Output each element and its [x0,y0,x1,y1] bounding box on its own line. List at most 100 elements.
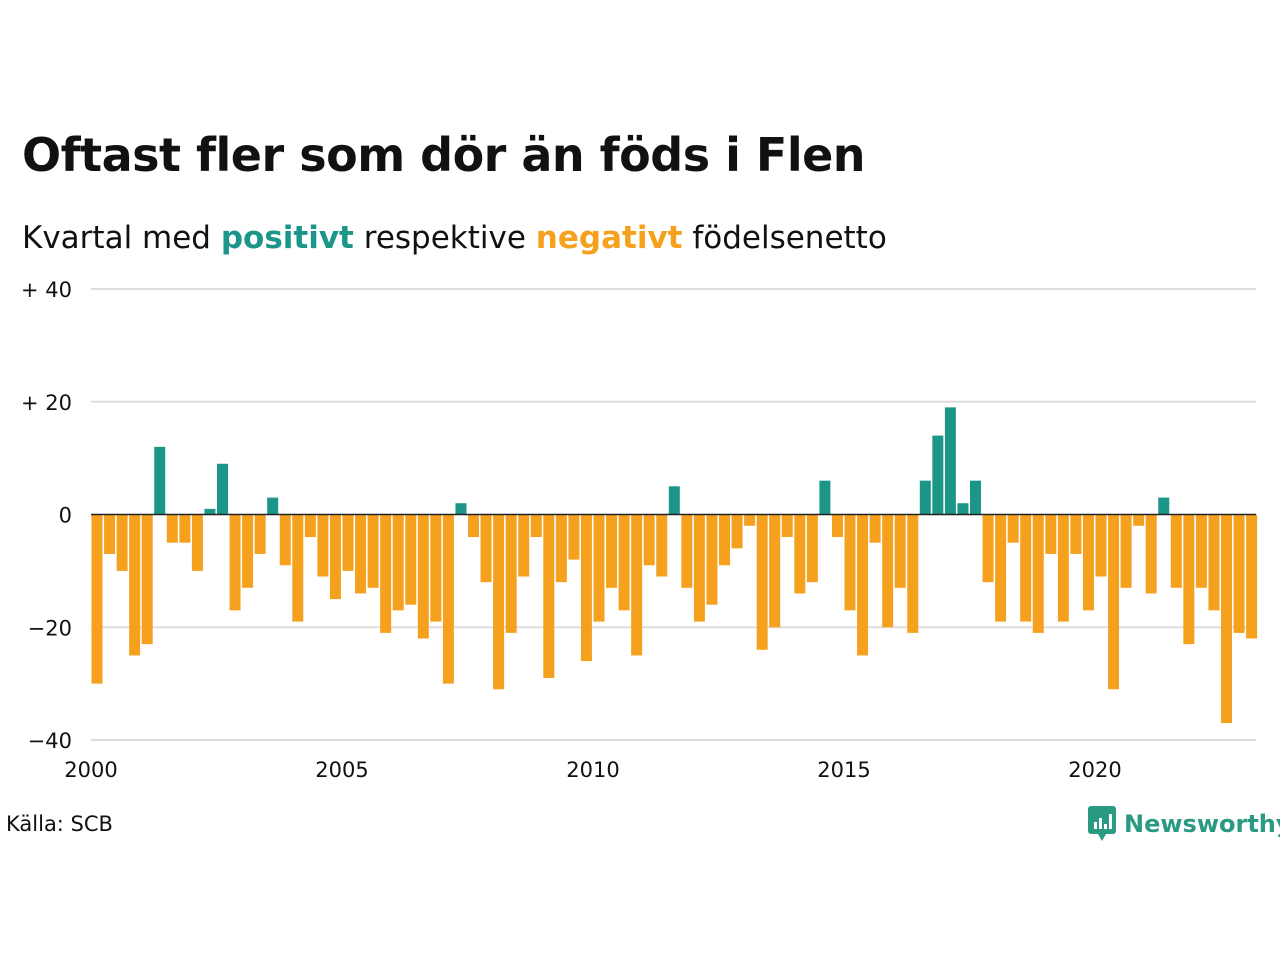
bar-positive [217,463,228,515]
bar-negative [1221,514,1232,724]
bar-negative [141,514,153,645]
bar-negative [1095,514,1107,577]
bar-negative [392,514,404,611]
bar-negative [756,514,768,650]
subtitle-negative-word: negativt [535,220,683,256]
bar-positive [919,480,931,515]
bar-negative [166,514,178,543]
x-tick-label: 2000 [64,758,117,782]
bar-positive [819,480,831,515]
bar-negative [555,514,567,583]
bar-negative [894,514,906,588]
bar-negative [254,514,266,554]
bar-negative [518,514,530,577]
bar-negative [442,514,454,684]
bar-negative [1233,514,1245,633]
bar-positive [267,497,279,515]
bar-negative [543,514,555,678]
bar-negative [1020,514,1032,622]
source-label: Källa: SCB [6,812,113,836]
bar-negative [1045,514,1057,554]
x-tick-label: 2020 [1068,758,1121,782]
bar-negative [593,514,605,622]
bar-negative [505,514,517,633]
bar-negative [342,514,354,571]
bar-negative [844,514,856,611]
bar-negative [769,514,781,628]
bar-negative [806,514,818,583]
bar-negative [468,514,479,538]
bar-negative [693,514,705,622]
bar-negative [1208,514,1220,611]
bar-negative [380,514,392,633]
bar-negative [1057,514,1069,622]
x-tick-label: 2005 [315,758,368,782]
bar-negative [1108,514,1120,690]
bar-negative [656,514,668,577]
bar-negative [631,514,643,656]
bar-negative [1183,514,1195,645]
bar-positive [1158,497,1170,515]
bar-positive [932,435,944,515]
bar-negative [882,514,894,628]
bar-negative [857,514,869,656]
subtitle-prefix: Kvartal med [22,220,211,256]
bar-negative [493,514,505,690]
bar-negative [417,514,429,639]
brand-name: Newsworthy [1124,810,1280,838]
bar-negative [116,514,128,571]
bar-negative [405,514,417,605]
bar-negative [606,514,618,588]
bar-positive [455,503,467,515]
bar-negative [869,514,881,543]
bar-negative [191,514,203,571]
bar-negative [781,514,793,538]
y-tick-label: 0 [59,504,72,528]
bar-negative [530,514,542,538]
bar-negative [731,514,743,549]
bar-negative [129,514,141,656]
bar-positive [668,486,680,515]
bar-negative [242,514,254,588]
bar-negative [681,514,693,588]
chart-subtitle: Kvartal med positivt respektive negativt… [22,220,887,256]
bar-negative [104,514,116,554]
x-tick-label: 2010 [566,758,619,782]
bar-negative [317,514,329,577]
bar-negative [1007,514,1019,543]
bar-negative [995,514,1007,622]
bar-negative [794,514,806,594]
bar-negative [292,514,304,622]
bar-negative [304,514,316,538]
bar-negative [430,514,442,622]
bar-negative [329,514,341,600]
y-tick-label: −20 [28,616,72,640]
bar-negative [1246,514,1258,639]
bar-positive [970,480,981,515]
bar-negative [907,514,919,633]
bar-positive [957,503,969,515]
bar-negative [1120,514,1132,588]
bar-negative [91,514,103,684]
bar-negative [568,514,580,560]
x-tick-label: 2015 [817,758,870,782]
bar-negative [719,514,730,566]
brand-logo: Newsworthy [1088,804,1280,844]
bar-negative [1170,514,1182,588]
bar-negative [831,514,843,538]
bar-positive [204,508,216,515]
bar-negative [355,514,367,594]
subtitle-positive-word: positivt [220,220,354,256]
bar-negative [229,514,241,611]
bar-negative [480,514,492,583]
bar-positive [944,407,956,515]
bar-negative [179,514,191,543]
bar-negative [618,514,630,611]
bar-negative [982,514,994,583]
y-tick-label: + 20 [21,391,72,415]
bar-negative [744,514,756,526]
chart-title: Oftast fler som dör än föds i Flen [22,128,866,182]
bar-negative [706,514,718,605]
bar-negative [367,514,379,588]
